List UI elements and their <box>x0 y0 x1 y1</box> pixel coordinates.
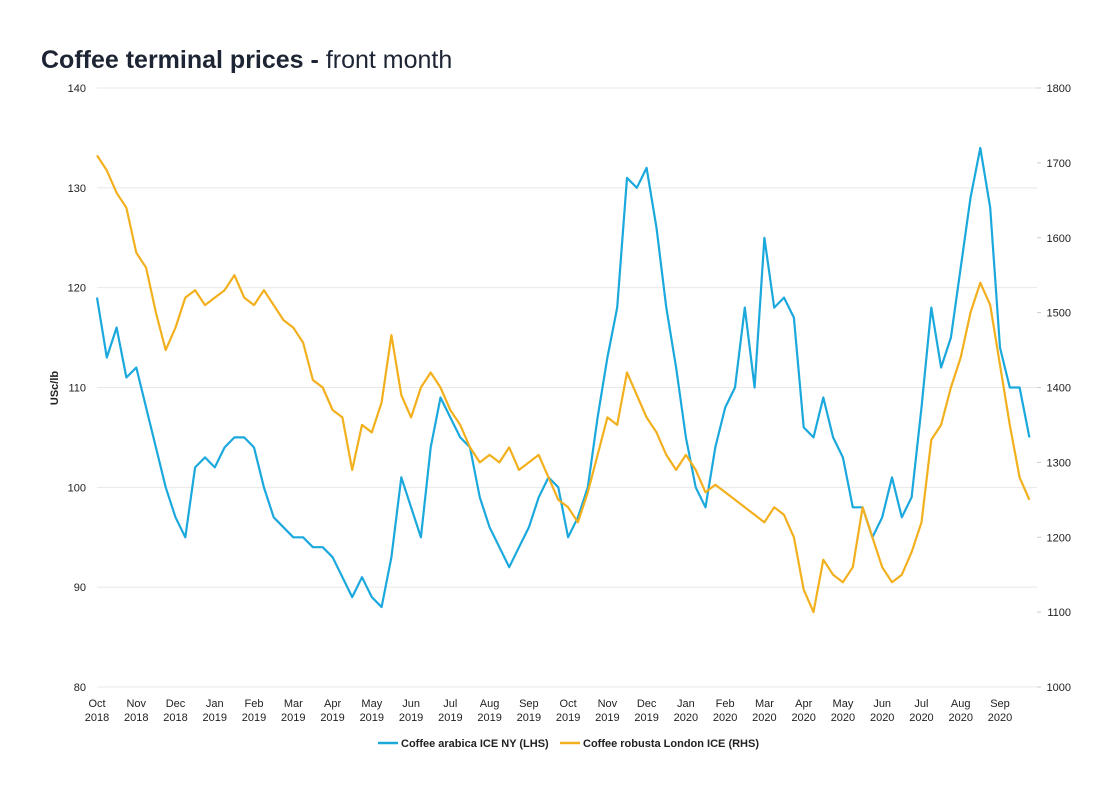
x-tick-label: Dec 2019 <box>634 698 658 724</box>
y2-tick-label: 1200 <box>1047 532 1071 544</box>
x-tick-month: Jun <box>873 698 891 710</box>
x-tick-year: 2019 <box>281 712 305 724</box>
x-tick-label: Feb 2019 <box>242 698 266 724</box>
x-tick-year: 2019 <box>634 712 658 724</box>
y-tick-label: 130 <box>68 183 86 195</box>
y2-tick-label: 1100 <box>1047 607 1071 619</box>
x-tick-label: Mar 2019 <box>281 698 305 724</box>
x-tick-label: Aug 2020 <box>948 698 972 724</box>
x-tick-month: Apr <box>324 698 341 710</box>
title-sub: front month <box>326 46 452 74</box>
x-tick-label: Sep 2019 <box>517 698 541 724</box>
x-tick-year: 2019 <box>320 712 344 724</box>
x-tick-month: Jul <box>443 698 457 710</box>
x-tick-month: Dec <box>166 698 186 710</box>
x-tick-label: Nov 2019 <box>595 698 619 724</box>
x-tick-month: May <box>833 698 854 710</box>
x-tick-month: Sep <box>519 698 539 710</box>
x-tick-year: 2020 <box>752 712 776 724</box>
x-tick-month: Nov <box>126 698 146 710</box>
x-tick-year: 2019 <box>477 712 501 724</box>
x-tick-month: May <box>361 698 382 710</box>
series-line <box>95 146 1031 609</box>
y-tick-label: 110 <box>68 383 86 395</box>
x-tick-label: Jun 2020 <box>870 698 894 724</box>
x-tick-year: 2019 <box>517 712 541 724</box>
x-tick-year: 2018 <box>85 712 109 724</box>
x-tick-label: Apr 2019 <box>320 698 344 724</box>
x-tick-year: 2019 <box>360 712 384 724</box>
x-tick-year: 2018 <box>163 712 187 724</box>
x-tick-year: 2018 <box>124 712 148 724</box>
series-line <box>96 154 1031 614</box>
x-tick-month: Apr <box>795 698 812 710</box>
x-tick-month: Jul <box>914 698 928 710</box>
y2-tick-label: 1700 <box>1047 158 1071 170</box>
x-tick-label: May 2020 <box>831 698 855 724</box>
x-tick-label: Sep 2020 <box>988 698 1012 724</box>
x-tick-year: 2019 <box>556 712 580 724</box>
x-tick-month: Jan <box>206 698 224 710</box>
x-tick-year: 2019 <box>203 712 227 724</box>
x-tick-year: 2019 <box>438 712 462 724</box>
x-tick-month: Oct <box>560 698 577 710</box>
x-tick-month: Sep <box>990 698 1010 710</box>
x-tick-label: Nov 2018 <box>124 698 148 724</box>
x-tick-month: Aug <box>951 698 971 710</box>
x-tick-year: 2019 <box>242 712 266 724</box>
x-tick-year: 2019 <box>595 712 619 724</box>
y2-tick-label: 1500 <box>1047 308 1071 320</box>
x-tick-label: Oct 2018 <box>85 698 109 724</box>
x-tick-month: Jan <box>677 698 695 710</box>
y-tick-label: 80 <box>74 682 86 694</box>
x-tick-label: May 2019 <box>360 698 384 724</box>
y2-tick-label: 1000 <box>1047 682 1071 694</box>
x-tick-label: Apr 2020 <box>791 698 815 724</box>
x-tick-month: Feb <box>245 698 264 710</box>
y2-tick-label: 1400 <box>1047 383 1071 395</box>
y2-tick-label: 1300 <box>1047 457 1071 469</box>
x-tick-year: 2020 <box>988 712 1012 724</box>
x-tick-year: 2020 <box>713 712 737 724</box>
x-tick-year: 2020 <box>909 712 933 724</box>
x-tick-label: Jun 2019 <box>399 698 423 724</box>
x-tick-label: Aug 2019 <box>477 698 501 724</box>
x-tick-year: 2020 <box>674 712 698 724</box>
y2-tick-label: 1800 <box>1047 83 1071 95</box>
x-tick-label: Feb 2020 <box>713 698 737 724</box>
x-tick-year: 2020 <box>791 712 815 724</box>
legend-label: Coffee robusta London ICE (RHS) <box>583 738 759 750</box>
y-tick-label: 140 <box>68 83 86 95</box>
x-tick-month: Oct <box>88 698 105 710</box>
x-tick-year: 2020 <box>870 712 894 724</box>
x-tick-label: Oct 2019 <box>556 698 580 724</box>
chart-title: Coffee terminal prices - front month <box>41 46 452 74</box>
legend-label: Coffee arabica ICE NY (LHS) <box>401 738 549 750</box>
x-tick-month: Jun <box>402 698 420 710</box>
x-tick-month: Mar <box>755 698 774 710</box>
x-tick-label: Jan 2019 <box>203 698 227 724</box>
x-tick-month: Dec <box>637 698 657 710</box>
x-tick-label: Jan 2020 <box>674 698 698 724</box>
x-tick-month: Feb <box>716 698 735 710</box>
x-tick-label: Jul 2020 <box>909 698 933 724</box>
y2-tick-label: 1600 <box>1047 233 1071 245</box>
y-tick-label: 100 <box>68 482 86 494</box>
x-tick-year: 2019 <box>399 712 423 724</box>
x-tick-month: Aug <box>480 698 500 710</box>
y-tick-label: 120 <box>68 283 86 295</box>
x-tick-year: 2020 <box>948 712 972 724</box>
x-tick-year: 2020 <box>831 712 855 724</box>
y-tick-label: 90 <box>74 582 86 594</box>
x-tick-label: Jul 2019 <box>438 698 462 724</box>
y-axis-label: USc/lb <box>49 371 61 406</box>
x-tick-label: Dec 2018 <box>163 698 187 724</box>
x-tick-label: Mar 2020 <box>752 698 776 724</box>
x-tick-month: Mar <box>284 698 303 710</box>
title-main: Coffee terminal prices - <box>41 46 319 74</box>
x-tick-month: Nov <box>598 698 618 710</box>
